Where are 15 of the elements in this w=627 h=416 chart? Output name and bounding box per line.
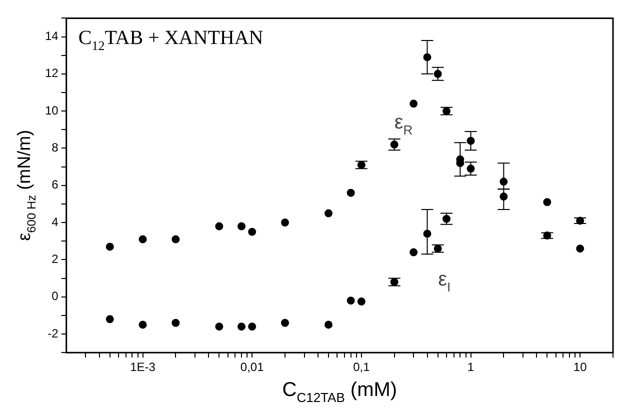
y-tick-label: 10 <box>44 103 59 118</box>
y-tick-label: -2 <box>48 326 59 340</box>
x-tick-label: 1 <box>467 360 474 374</box>
x-tick-label: 0,1 <box>353 360 370 374</box>
x-tick-label: 0,01 <box>240 360 264 374</box>
y-axis-title: ε600 Hz (mN/m) <box>14 130 38 241</box>
y-tick-label: 14 <box>44 29 59 44</box>
y-tick-label: 8 <box>52 140 59 155</box>
y-tick-label: 2 <box>52 252 59 266</box>
y-tick-label: 4 <box>52 214 59 229</box>
x-tick-label: 10 <box>573 360 588 374</box>
y-tick-label: 12 <box>44 66 59 80</box>
y-tick-label: 6 <box>52 178 59 192</box>
y-tick-label: 0 <box>52 289 59 304</box>
x-tick-label: 1E-3 <box>130 360 156 374</box>
